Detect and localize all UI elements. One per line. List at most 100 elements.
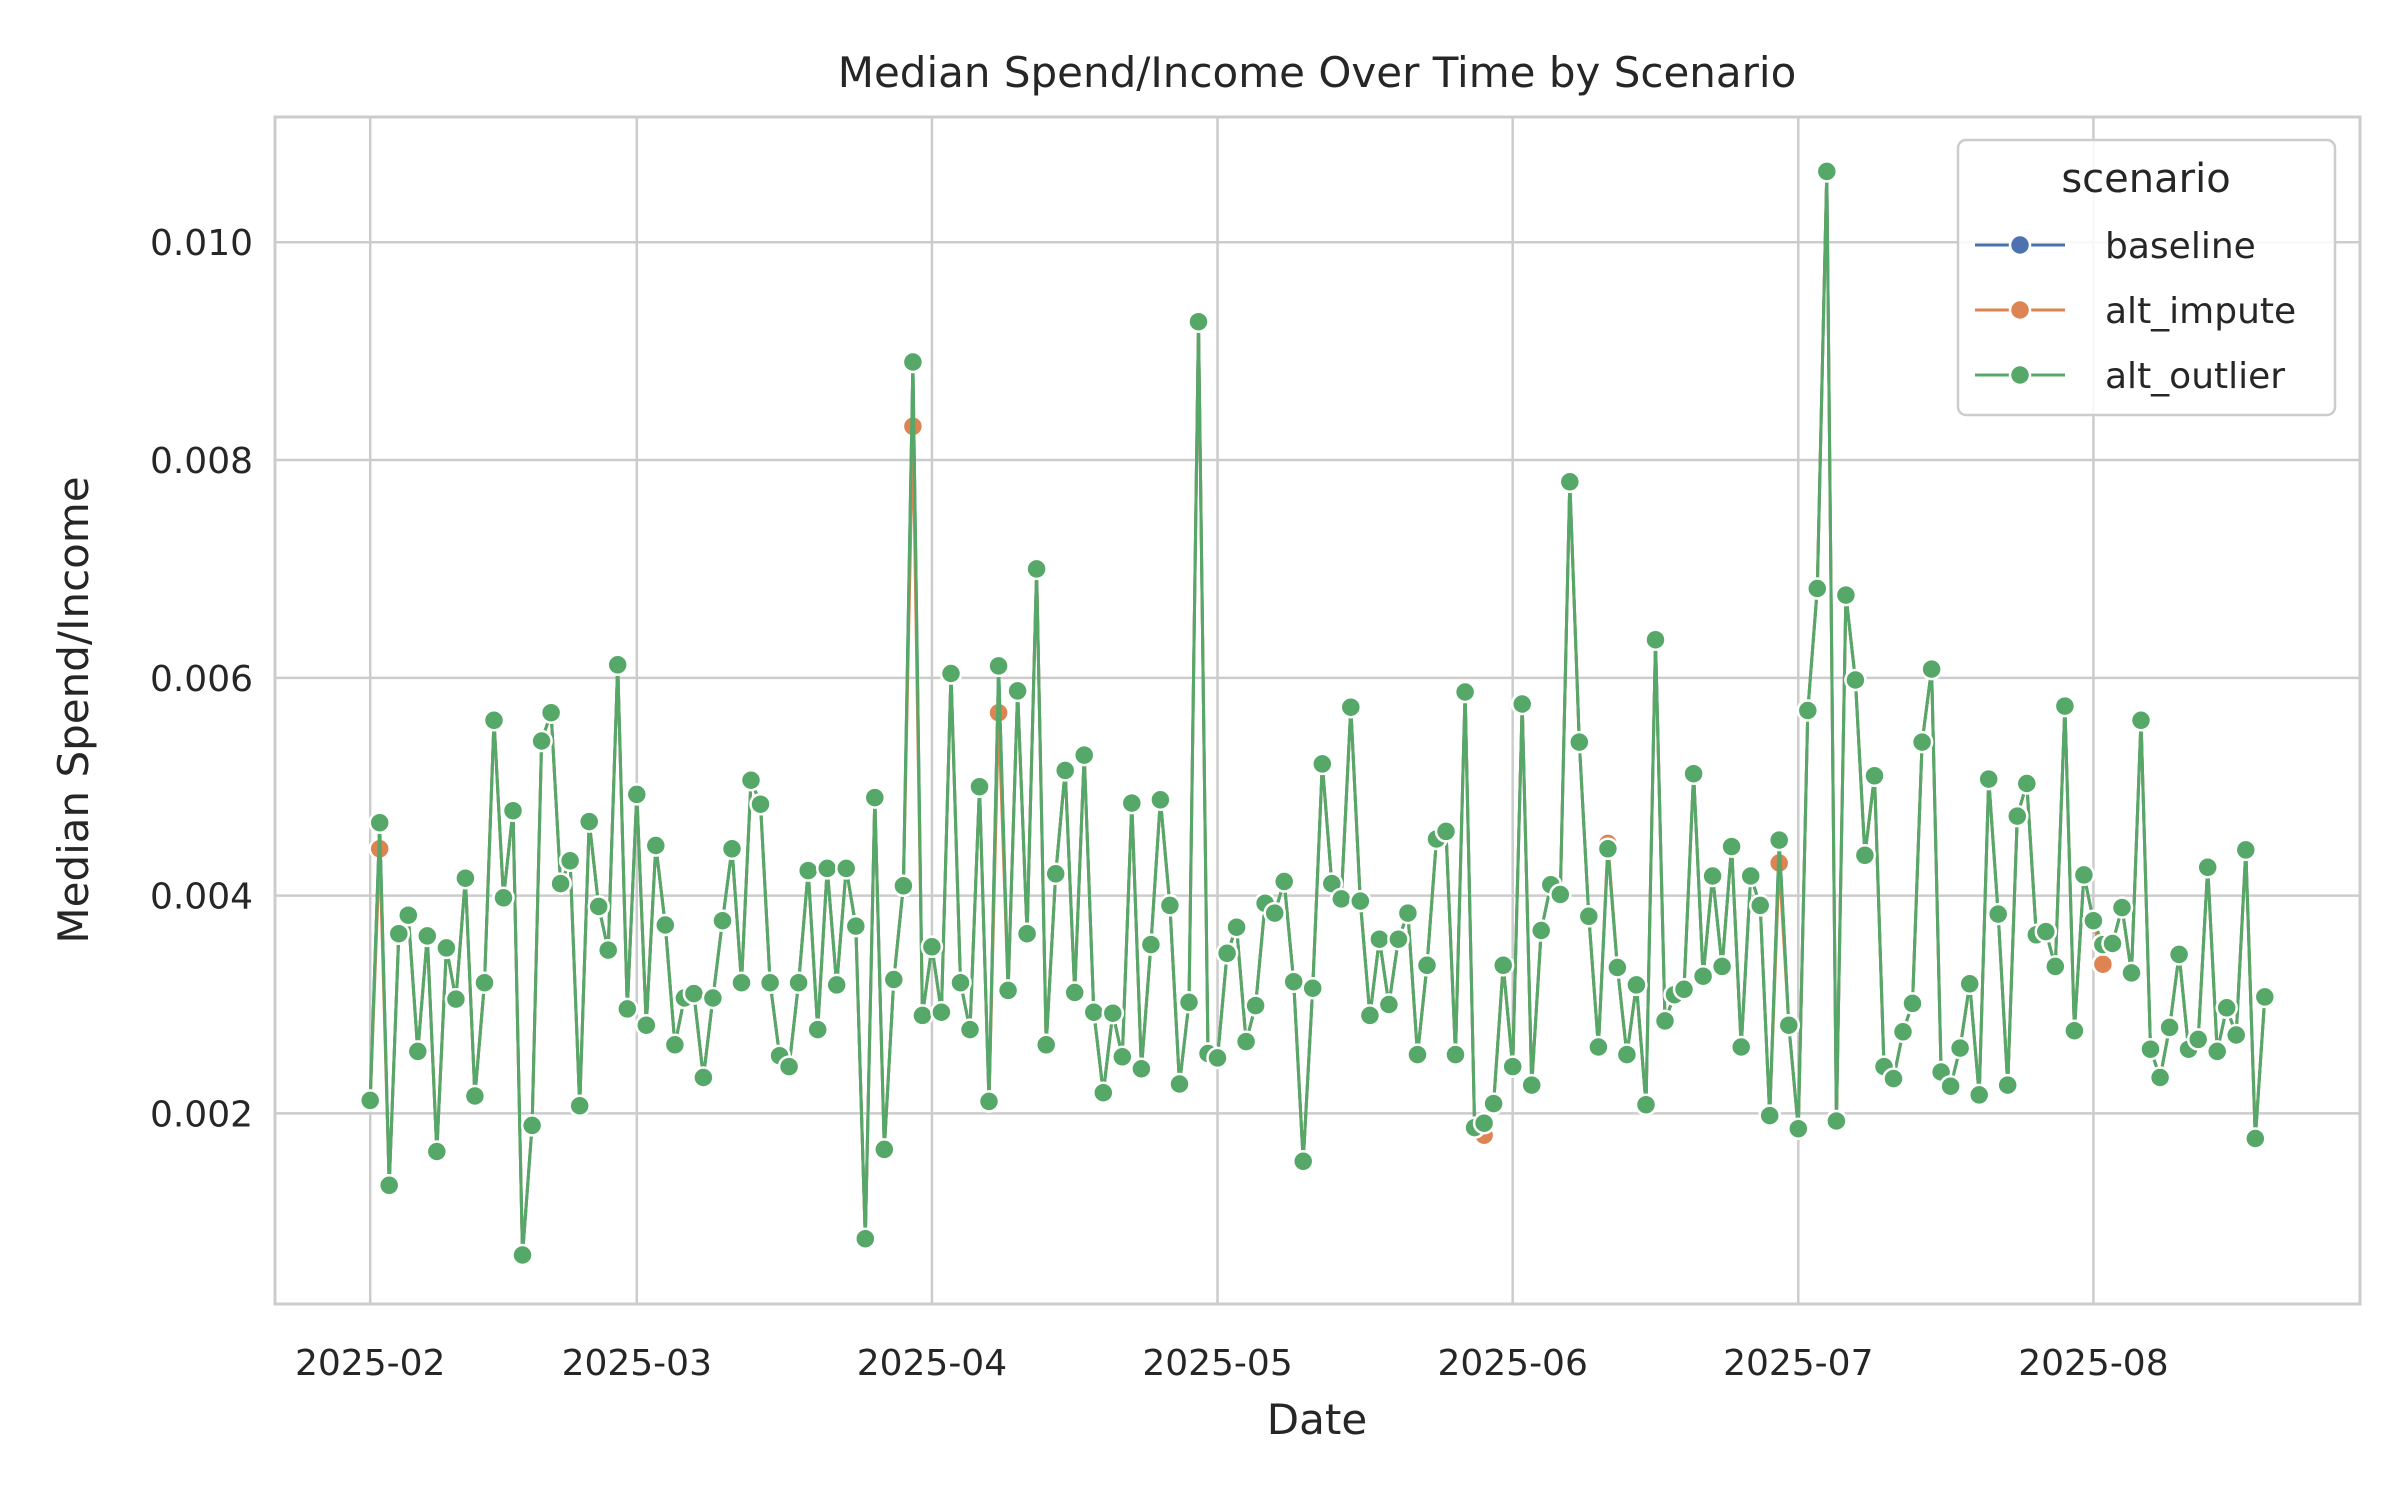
data-point — [1701, 864, 1724, 888]
data-point — [2215, 996, 2238, 1020]
data-point — [1072, 743, 1096, 767]
data-point — [996, 979, 1020, 1002]
data-point — [416, 924, 439, 948]
data-point — [1767, 828, 1791, 852]
legend-label: baseline — [2105, 226, 2256, 267]
legend: scenario baseline alt_impute alt_outlier — [1956, 138, 2337, 417]
data-point — [2148, 1066, 2172, 1089]
data-point — [1729, 1035, 1753, 1059]
data-point — [777, 1055, 801, 1078]
data-point — [1282, 970, 1305, 993]
data-point — [635, 1013, 658, 1037]
data-point — [1396, 901, 1420, 925]
y-tick-label: 0.006 — [150, 659, 253, 700]
data-point — [2234, 838, 2258, 862]
data-point — [1691, 964, 1715, 988]
data-point — [1387, 927, 1410, 951]
data-point — [654, 913, 677, 937]
data-point — [1587, 1035, 1610, 1059]
data-point — [2253, 985, 2277, 1009]
data-point — [1644, 628, 1667, 651]
data-point — [1472, 1111, 1496, 1135]
data-point — [1653, 1009, 1677, 1033]
data-point — [1092, 1081, 1115, 1104]
data-point — [606, 653, 629, 677]
data-point — [511, 1243, 534, 1267]
data-point — [1577, 905, 1601, 928]
data-point — [1672, 978, 1696, 1001]
data-point — [1520, 1073, 1543, 1097]
data-point — [1625, 973, 1648, 997]
data-point — [1958, 972, 1981, 996]
data-point — [711, 909, 734, 932]
data-point — [1863, 764, 1886, 788]
data-point — [1177, 991, 1201, 1014]
data-point — [368, 811, 391, 834]
data-point — [1158, 894, 1182, 917]
data-point — [1215, 942, 1239, 965]
data-point — [1901, 992, 1924, 1015]
data-point — [949, 971, 972, 994]
data-point — [587, 895, 610, 918]
data-point — [1006, 679, 1029, 703]
data-point — [1149, 788, 1172, 812]
data-point — [701, 986, 725, 1010]
data-point — [1453, 680, 1477, 704]
data-point — [1853, 844, 1877, 867]
data-point — [1406, 1043, 1429, 1066]
data-point — [2120, 961, 2143, 985]
data-point — [482, 709, 506, 732]
data-point — [1806, 577, 1829, 600]
data-point — [939, 662, 963, 685]
data-point — [616, 997, 639, 1021]
data-point — [1311, 752, 1334, 776]
data-point — [1291, 1150, 1315, 1173]
data-point — [1015, 922, 1039, 945]
data-point — [1377, 993, 1401, 1016]
data-point — [2082, 909, 2105, 932]
data-point — [873, 1138, 896, 1161]
legend-item-baseline: baseline — [1975, 226, 2256, 267]
data-point — [625, 783, 649, 806]
data-point — [1444, 1043, 1467, 1066]
data-point — [1891, 1020, 1915, 1044]
data-point — [1996, 1073, 2019, 1097]
data-point — [377, 1174, 401, 1197]
data-point — [2015, 772, 2039, 795]
data-point — [435, 936, 458, 960]
x-tick-label: 2025-03 — [562, 1343, 712, 1384]
data-point — [682, 982, 706, 1005]
data-point — [1606, 956, 1629, 979]
data-point — [425, 1140, 449, 1163]
data-point — [1777, 1013, 1801, 1037]
y-tick-label: 0.004 — [150, 877, 253, 918]
legend-title: scenario — [2061, 156, 2230, 202]
data-point — [463, 1084, 487, 1108]
data-point — [2044, 955, 2067, 978]
data-point — [863, 786, 887, 809]
data-point — [2072, 863, 2096, 887]
data-point — [1834, 583, 1858, 607]
tick-labels: 0.002 0.004 0.006 0.008 0.010 2025-02 2025-03 2… — [150, 223, 2169, 1384]
data-point — [1739, 864, 1762, 888]
data-point — [1967, 1083, 1991, 1107]
data-point — [1330, 887, 1353, 911]
series-alt_outlier — [358, 160, 2277, 1267]
data-point — [1825, 1109, 1848, 1133]
data-point — [1234, 1030, 1258, 1053]
data-point — [977, 1090, 1001, 1113]
data-point — [911, 1004, 934, 1027]
data-point — [825, 973, 848, 997]
data-point — [1111, 1045, 1134, 1069]
x-tick-label: 2025-02 — [295, 1343, 445, 1384]
data-point — [1244, 994, 1267, 1017]
data-point — [397, 903, 420, 927]
data-point — [1615, 1043, 1639, 1066]
data-point — [834, 857, 858, 880]
data-point — [530, 729, 553, 753]
data-point — [1082, 1000, 1106, 1024]
chart-title: Median Spend/Income Over Time by Scenari… — [838, 48, 1797, 97]
data-point — [501, 799, 525, 822]
legend-label: alt_outlier — [2105, 356, 2285, 397]
data-point — [1168, 1072, 1191, 1096]
